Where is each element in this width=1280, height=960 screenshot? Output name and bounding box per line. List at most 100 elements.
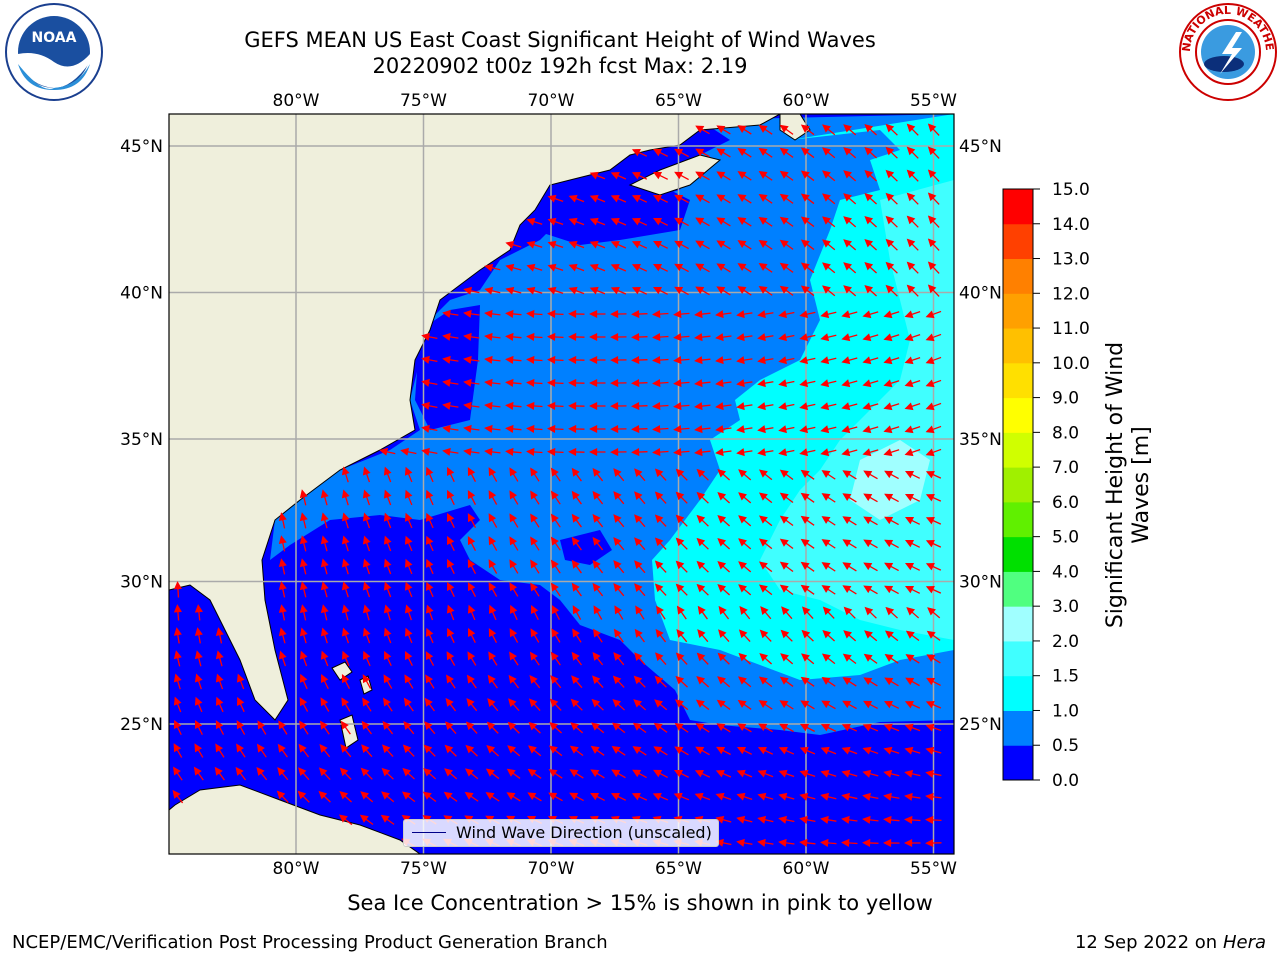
wind-arrow-head — [799, 746, 809, 755]
wind-arrow-head — [425, 489, 434, 499]
wind-arrow-head — [864, 284, 874, 294]
wind-arrow-head — [925, 379, 935, 388]
colorbar-tick-label: 0.0 — [1052, 771, 1079, 791]
wind-arrow-head — [738, 584, 747, 593]
wind-arrow-head — [694, 448, 703, 457]
wind-arrow-head — [423, 744, 433, 754]
wind-arrow-head — [529, 651, 538, 661]
wind-arrow-head — [488, 628, 497, 638]
wind-arrow-head — [320, 627, 329, 637]
wind-arrow-head — [760, 606, 769, 615]
wind-arrow-head — [841, 333, 851, 342]
wind-arrow-head — [635, 605, 643, 615]
wind-arrow-head — [654, 699, 663, 708]
wind-arrow-head — [674, 722, 684, 731]
wind-arrow-head — [736, 402, 745, 411]
wind-arrow-head — [781, 606, 790, 616]
wind-arrow-head — [530, 490, 538, 500]
wind-arrow-head — [425, 627, 434, 637]
wind-arrow-head — [362, 489, 371, 499]
wind-arrow-head — [257, 720, 266, 730]
wind-arrow-head — [484, 378, 493, 387]
wind-arrow-head — [758, 538, 768, 547]
wind-arrow-head — [758, 561, 768, 570]
wind-arrow-head — [529, 674, 538, 684]
wind-arrow-head — [800, 538, 810, 547]
colorbar-tick-label: 1.5 — [1052, 667, 1079, 687]
wind-arrow-head — [484, 355, 493, 364]
wind-arrow-head — [843, 606, 853, 616]
wind-arrow-head — [383, 650, 392, 660]
wind-arrow-head — [193, 766, 202, 776]
wind-arrow-head — [716, 171, 726, 180]
wind-arrow-head — [841, 792, 851, 801]
land-newfoundland — [779, 114, 811, 141]
wind-arrow-head — [799, 333, 809, 342]
wind-arrow-head — [278, 650, 287, 660]
wind-arrow-head — [801, 629, 811, 639]
colorbar-tick-label: 12.0 — [1052, 284, 1090, 304]
lat-tick-label: 30°N — [120, 573, 163, 593]
land-north-america — [169, 114, 781, 721]
wind-arrow-head — [842, 539, 852, 548]
wind-arrow-head — [401, 791, 411, 800]
wind-arrow-head — [927, 169, 937, 179]
wind-arrow-head — [674, 746, 684, 755]
wind-arrow-head — [505, 263, 515, 272]
wind-arrow-head — [779, 469, 789, 478]
wind-arrow-head — [652, 792, 662, 801]
wind-arrow-head — [547, 424, 556, 434]
wind-arrow-head — [697, 605, 706, 615]
colorbar-swatch — [1003, 536, 1033, 572]
wind-arrow-head — [278, 720, 287, 730]
wind-arrow-head — [822, 606, 832, 616]
wind-arrow-head — [568, 286, 578, 295]
wind-arrow-head — [341, 466, 350, 476]
wind-arrow-head — [758, 124, 768, 133]
wind-arrow-head — [843, 239, 852, 248]
wind-arrow-head — [716, 194, 726, 203]
wind-arrow-head — [653, 769, 663, 778]
wind-arrow-head — [927, 215, 937, 225]
wind-arrow-head — [652, 448, 661, 457]
wind-arrow-head — [215, 673, 224, 683]
wind-arrow-head — [695, 699, 705, 708]
wind-arrow-head — [589, 217, 599, 226]
wind-arrow-head — [737, 194, 747, 202]
wind-arrow-head — [547, 309, 556, 319]
wind-arrow-head — [173, 719, 182, 729]
wind-arrow-head — [758, 723, 768, 732]
wind-arrow-head — [779, 262, 789, 271]
wind-arrow-head — [442, 424, 451, 433]
lat-tick-label: 45°N — [120, 137, 163, 157]
colorbar-swatch — [1003, 258, 1033, 294]
wind-arrow-head — [236, 673, 245, 683]
colorbar-swatch — [1003, 710, 1033, 746]
wind-arrow-head — [800, 515, 810, 524]
wind-arrow-head — [299, 627, 308, 637]
wind-arrow-head — [589, 355, 598, 365]
wind-arrow-head — [904, 402, 914, 411]
noaa-logo-icon: NOAA — [5, 3, 103, 101]
wind-arrow-head — [383, 697, 391, 707]
wind-arrow-head — [673, 448, 682, 457]
wind-arrow-head — [320, 558, 329, 568]
wind-arrow-head — [822, 285, 831, 294]
wind-arrow-head — [927, 146, 937, 156]
wind-arrow-head — [820, 333, 830, 342]
wind-arrow-head — [488, 490, 497, 500]
wind-arrow-head — [631, 447, 640, 457]
wind-arrow-head — [675, 652, 685, 662]
wind-arrow-head — [694, 425, 703, 434]
wind-arrow-head — [613, 652, 622, 661]
wind-arrow-head — [381, 791, 390, 800]
wind-arrow-head — [548, 769, 558, 777]
wind-arrow-head — [778, 425, 787, 434]
wind-arrow-head — [592, 513, 601, 523]
wind-arrow-head — [652, 171, 663, 180]
wind-arrow-head — [800, 561, 810, 570]
land-bahamas — [331, 661, 353, 681]
wind-arrow-head — [402, 744, 412, 754]
wind-arrow-head — [526, 309, 535, 318]
wind-arrow-head — [547, 401, 556, 411]
